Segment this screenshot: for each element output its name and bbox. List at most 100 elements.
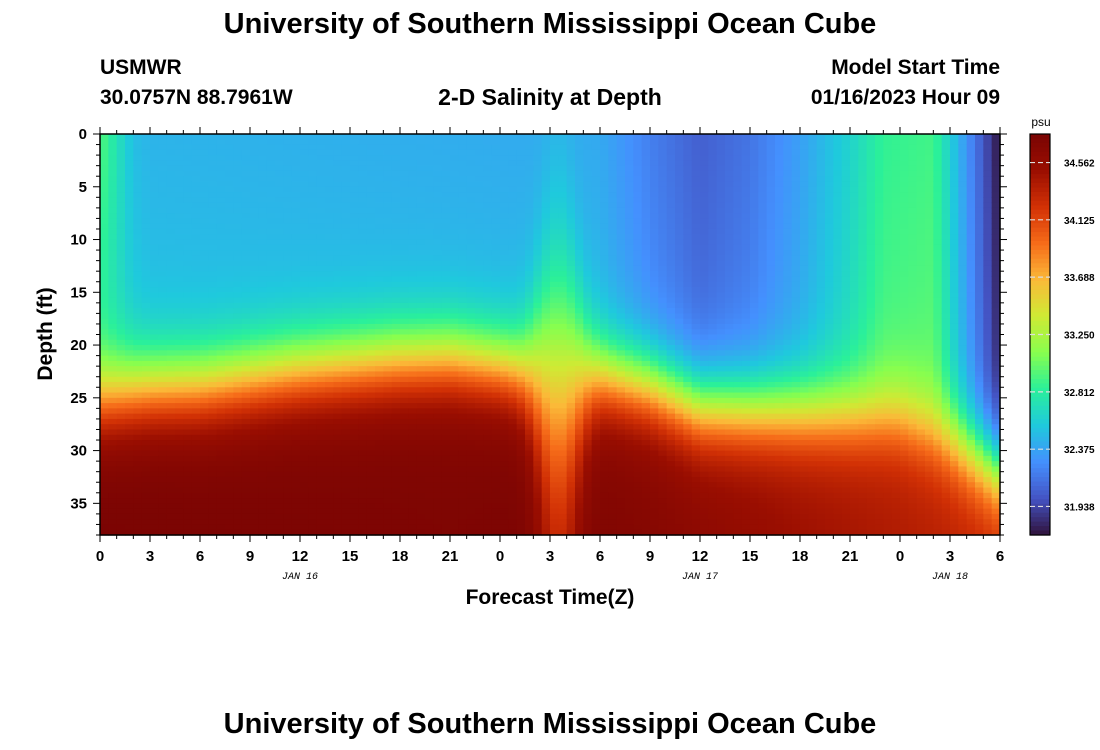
heatmap-cell [541,144,551,151]
heatmap-cell [441,471,451,478]
heatmap-cell [550,170,559,177]
heatmap-cell [283,218,293,225]
heatmap-cell [416,429,426,436]
heatmap-cell [575,513,584,520]
heatmap-cell [108,255,118,262]
heatmap-cell [566,450,576,457]
heatmap-cell [325,339,334,346]
heatmap-cell [133,308,143,314]
heatmap-cell [508,529,518,536]
heatmap-cell [183,170,193,177]
heatmap-cell [600,207,609,214]
heatmap-cell [533,424,543,431]
heatmap-cell [358,408,368,415]
heatmap-cell [466,287,476,293]
heatmap-cell [641,350,651,357]
heatmap-cell [550,181,559,188]
heatmap-cell [616,408,626,415]
heatmap-cell [133,186,143,193]
heatmap-cell [175,440,184,446]
heatmap-cell [433,450,443,457]
heatmap-cell [416,366,426,373]
heatmap-cell [116,455,126,462]
heatmap-cell [158,239,168,246]
heatmap-cell [250,287,259,293]
heatmap-cell [566,244,576,251]
heatmap-cell [350,350,359,357]
heatmap-cell [625,323,634,330]
heatmap-cell [183,181,193,188]
heatmap-cell [366,170,376,177]
heatmap-cell [225,492,234,499]
heatmap-cell [133,202,143,209]
heatmap-cell [616,387,626,394]
heatmap-cell [125,170,134,177]
heatmap-cell [100,529,109,536]
heatmap-cell [600,202,609,209]
heatmap-cell [408,366,418,373]
heatmap-cell [175,376,184,383]
heatmap-cell [325,360,334,367]
heatmap-cell [175,360,184,367]
heatmap-cell [266,287,276,293]
heatmap-cell [250,192,259,198]
heatmap-cell [591,244,601,251]
heatmap-cell [575,186,584,193]
heatmap-cell [583,482,593,489]
heatmap-cell [216,513,226,520]
heatmap-cell [291,186,301,193]
heatmap-cell [375,255,384,262]
heatmap-cell [541,318,551,325]
heatmap-cell [500,192,509,198]
heatmap-cell [458,381,468,388]
heatmap-cell [300,450,309,457]
heatmap-cell [625,165,634,172]
heatmap-cell [241,429,251,436]
heatmap-cell [208,218,218,225]
heatmap-cell [566,339,576,346]
heatmap-cell [225,260,234,267]
heatmap-cell [491,139,501,146]
heatmap-cell [341,160,351,167]
heatmap-cell [600,508,609,515]
heatmap-cell [308,292,318,299]
heatmap-cell [183,287,193,293]
heatmap-cell [266,334,276,341]
heatmap-cell [150,186,159,193]
heatmap-cell [258,160,268,167]
heatmap-cell [450,260,459,267]
heatmap-cell [416,260,426,267]
heatmap-cell [425,508,434,515]
heatmap-cell [600,149,609,156]
heatmap-cell [325,434,334,441]
heatmap-cell [441,186,451,193]
heatmap-cell [216,498,226,504]
heatmap-cell [600,260,609,267]
heatmap-cell [516,519,526,526]
heatmap-cell [383,387,393,394]
heatmap-cell [383,471,393,478]
heatmap-cell [533,223,543,230]
heatmap-cell [400,244,409,251]
heatmap-cell [500,366,509,373]
heatmap-cell [233,339,243,346]
heatmap-cell [183,192,193,198]
heatmap-cell [608,492,618,499]
heatmap-cell [300,461,309,468]
heatmap-cell [625,461,634,468]
heatmap-cell [466,498,476,504]
heatmap-cell [275,413,284,420]
heatmap-cell [275,476,284,483]
heatmap-cell [358,445,368,452]
heatmap-cell [475,498,484,504]
heatmap-cell [191,250,201,256]
heatmap-cell [525,445,534,452]
heatmap-cell [108,281,118,288]
heatmap-cell [458,287,468,293]
heatmap-cell [608,445,618,452]
heatmap-cell [408,524,418,531]
heatmap-cell [416,197,426,204]
heatmap-cell [616,134,626,140]
heatmap-cell [100,318,109,325]
heatmap-cell [233,482,243,489]
